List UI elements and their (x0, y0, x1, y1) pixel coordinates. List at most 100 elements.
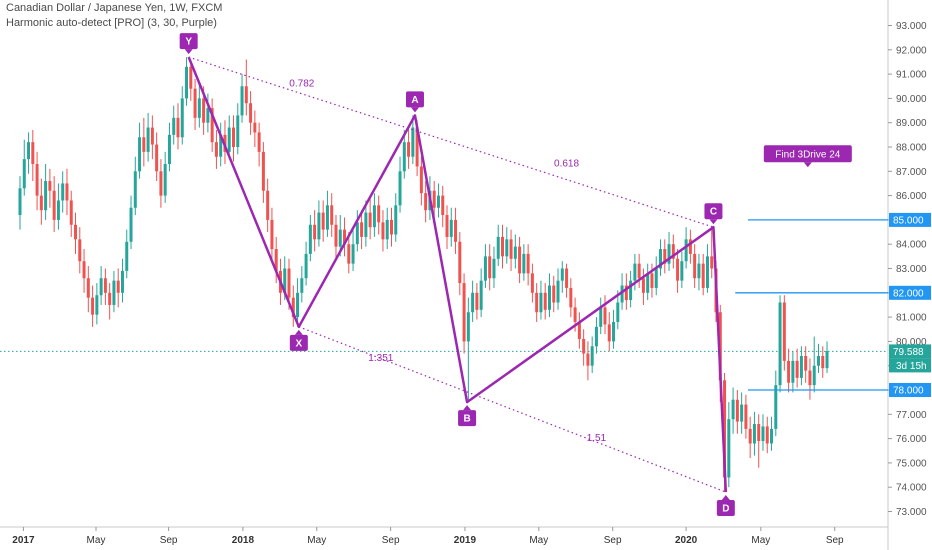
candle-body (607, 324, 611, 342)
point-marker-pointer (709, 219, 718, 225)
candle-body (530, 273, 534, 293)
candle-body (466, 312, 470, 342)
candle-body (44, 181, 48, 211)
level-tag-box (889, 285, 931, 300)
candle-body (633, 263, 637, 281)
point-marker-label: Y (185, 37, 192, 48)
candle-body (419, 166, 423, 194)
candle-body (270, 219, 274, 250)
candle-body (744, 404, 748, 429)
candle-body (782, 302, 786, 361)
candle-body (253, 122, 257, 133)
y-tick-label: 77.000 (896, 410, 927, 421)
candle-body (543, 292, 547, 310)
y-tick-label: 88.000 (896, 143, 927, 154)
candle-body (31, 142, 35, 165)
point-marker-box (458, 410, 477, 427)
ratio-label: 0.782 (289, 78, 314, 89)
countdown-box (889, 358, 931, 373)
candle-body (735, 399, 739, 422)
countdown-text: 3d 15h (896, 361, 927, 372)
y-tick-label: 90.000 (896, 94, 927, 105)
candle-body (219, 134, 223, 157)
candle-body (547, 285, 551, 310)
candle-body (202, 98, 206, 123)
candle-body (650, 273, 654, 288)
candle-body (441, 195, 445, 216)
candle-body (296, 292, 300, 318)
candle-body (424, 193, 428, 211)
candle-body (108, 292, 112, 305)
candle-body (78, 239, 82, 262)
candle-body (368, 212, 372, 228)
candle-body (740, 404, 744, 422)
candle-body (155, 144, 159, 172)
candle-body (496, 236, 500, 259)
y-tick-label: 93.000 (896, 21, 927, 32)
candle-body (816, 355, 820, 366)
candle-body (185, 66, 189, 99)
candle-body (236, 115, 240, 147)
pattern-point-c[interactable]: C (704, 203, 723, 225)
candle-body (372, 205, 376, 228)
candle-body (317, 212, 321, 240)
candle-body (791, 360, 795, 383)
candle-body (518, 246, 522, 274)
candle-body (594, 326, 598, 347)
candle-body (103, 278, 107, 293)
pattern-point-b[interactable]: B (458, 405, 477, 427)
candle-body (552, 285, 556, 303)
candle-body (398, 171, 402, 206)
candle-body (189, 66, 193, 89)
x-tick-label: Sep (382, 535, 400, 546)
candle-body (69, 200, 73, 225)
candle-body (731, 399, 735, 420)
pattern-point-y[interactable]: Y (179, 33, 198, 55)
x-tick-label: May (87, 535, 106, 546)
candle-body (812, 365, 816, 386)
candle-body (586, 353, 590, 366)
candle-body (723, 380, 727, 478)
candle-body (91, 297, 95, 315)
plot-area[interactable] (0, 0, 888, 527)
candle-body (82, 261, 86, 279)
ratio-dotted-line (188, 56, 714, 228)
candle-body (411, 127, 415, 157)
candle-body (394, 205, 398, 235)
candle-body (432, 190, 436, 208)
candle-body (765, 426, 769, 444)
y-tick-label: 75.000 (896, 458, 927, 469)
y-tick-label: 81.000 (896, 313, 927, 324)
candle-body (402, 142, 406, 172)
ratio-label: 1.51 (587, 433, 607, 444)
candle-body (671, 244, 675, 259)
candle-body (565, 268, 569, 288)
pattern-point-x[interactable]: X (289, 329, 308, 351)
candle-body (266, 190, 270, 220)
harmonic-pattern-line (187, 56, 728, 493)
candle-body (197, 98, 201, 118)
candle-body (616, 302, 620, 322)
candle-body (620, 285, 624, 303)
candle-body (27, 142, 31, 160)
candle-body (663, 249, 667, 264)
point-marker-box (405, 91, 424, 108)
candle-body (821, 355, 825, 369)
level-tag-text: 78.000 (893, 386, 924, 397)
candle-body (163, 164, 167, 196)
candle-body (701, 263, 705, 288)
candle-body (129, 207, 133, 242)
candle-body (825, 351, 829, 369)
pattern-point-d[interactable]: D (716, 495, 735, 517)
candle-body (770, 428, 774, 444)
x-tick-label: May (307, 535, 326, 546)
find-3drive-callout[interactable]: Find 3Drive 24 (763, 145, 852, 168)
point-marker-label: A (411, 95, 418, 106)
candle-body (330, 205, 334, 225)
point-marker-box (179, 33, 198, 50)
candle-body (407, 142, 411, 157)
candle-body (364, 212, 368, 237)
x-tick-label: Sep (160, 535, 178, 546)
pattern-point-a[interactable]: A (405, 91, 424, 113)
